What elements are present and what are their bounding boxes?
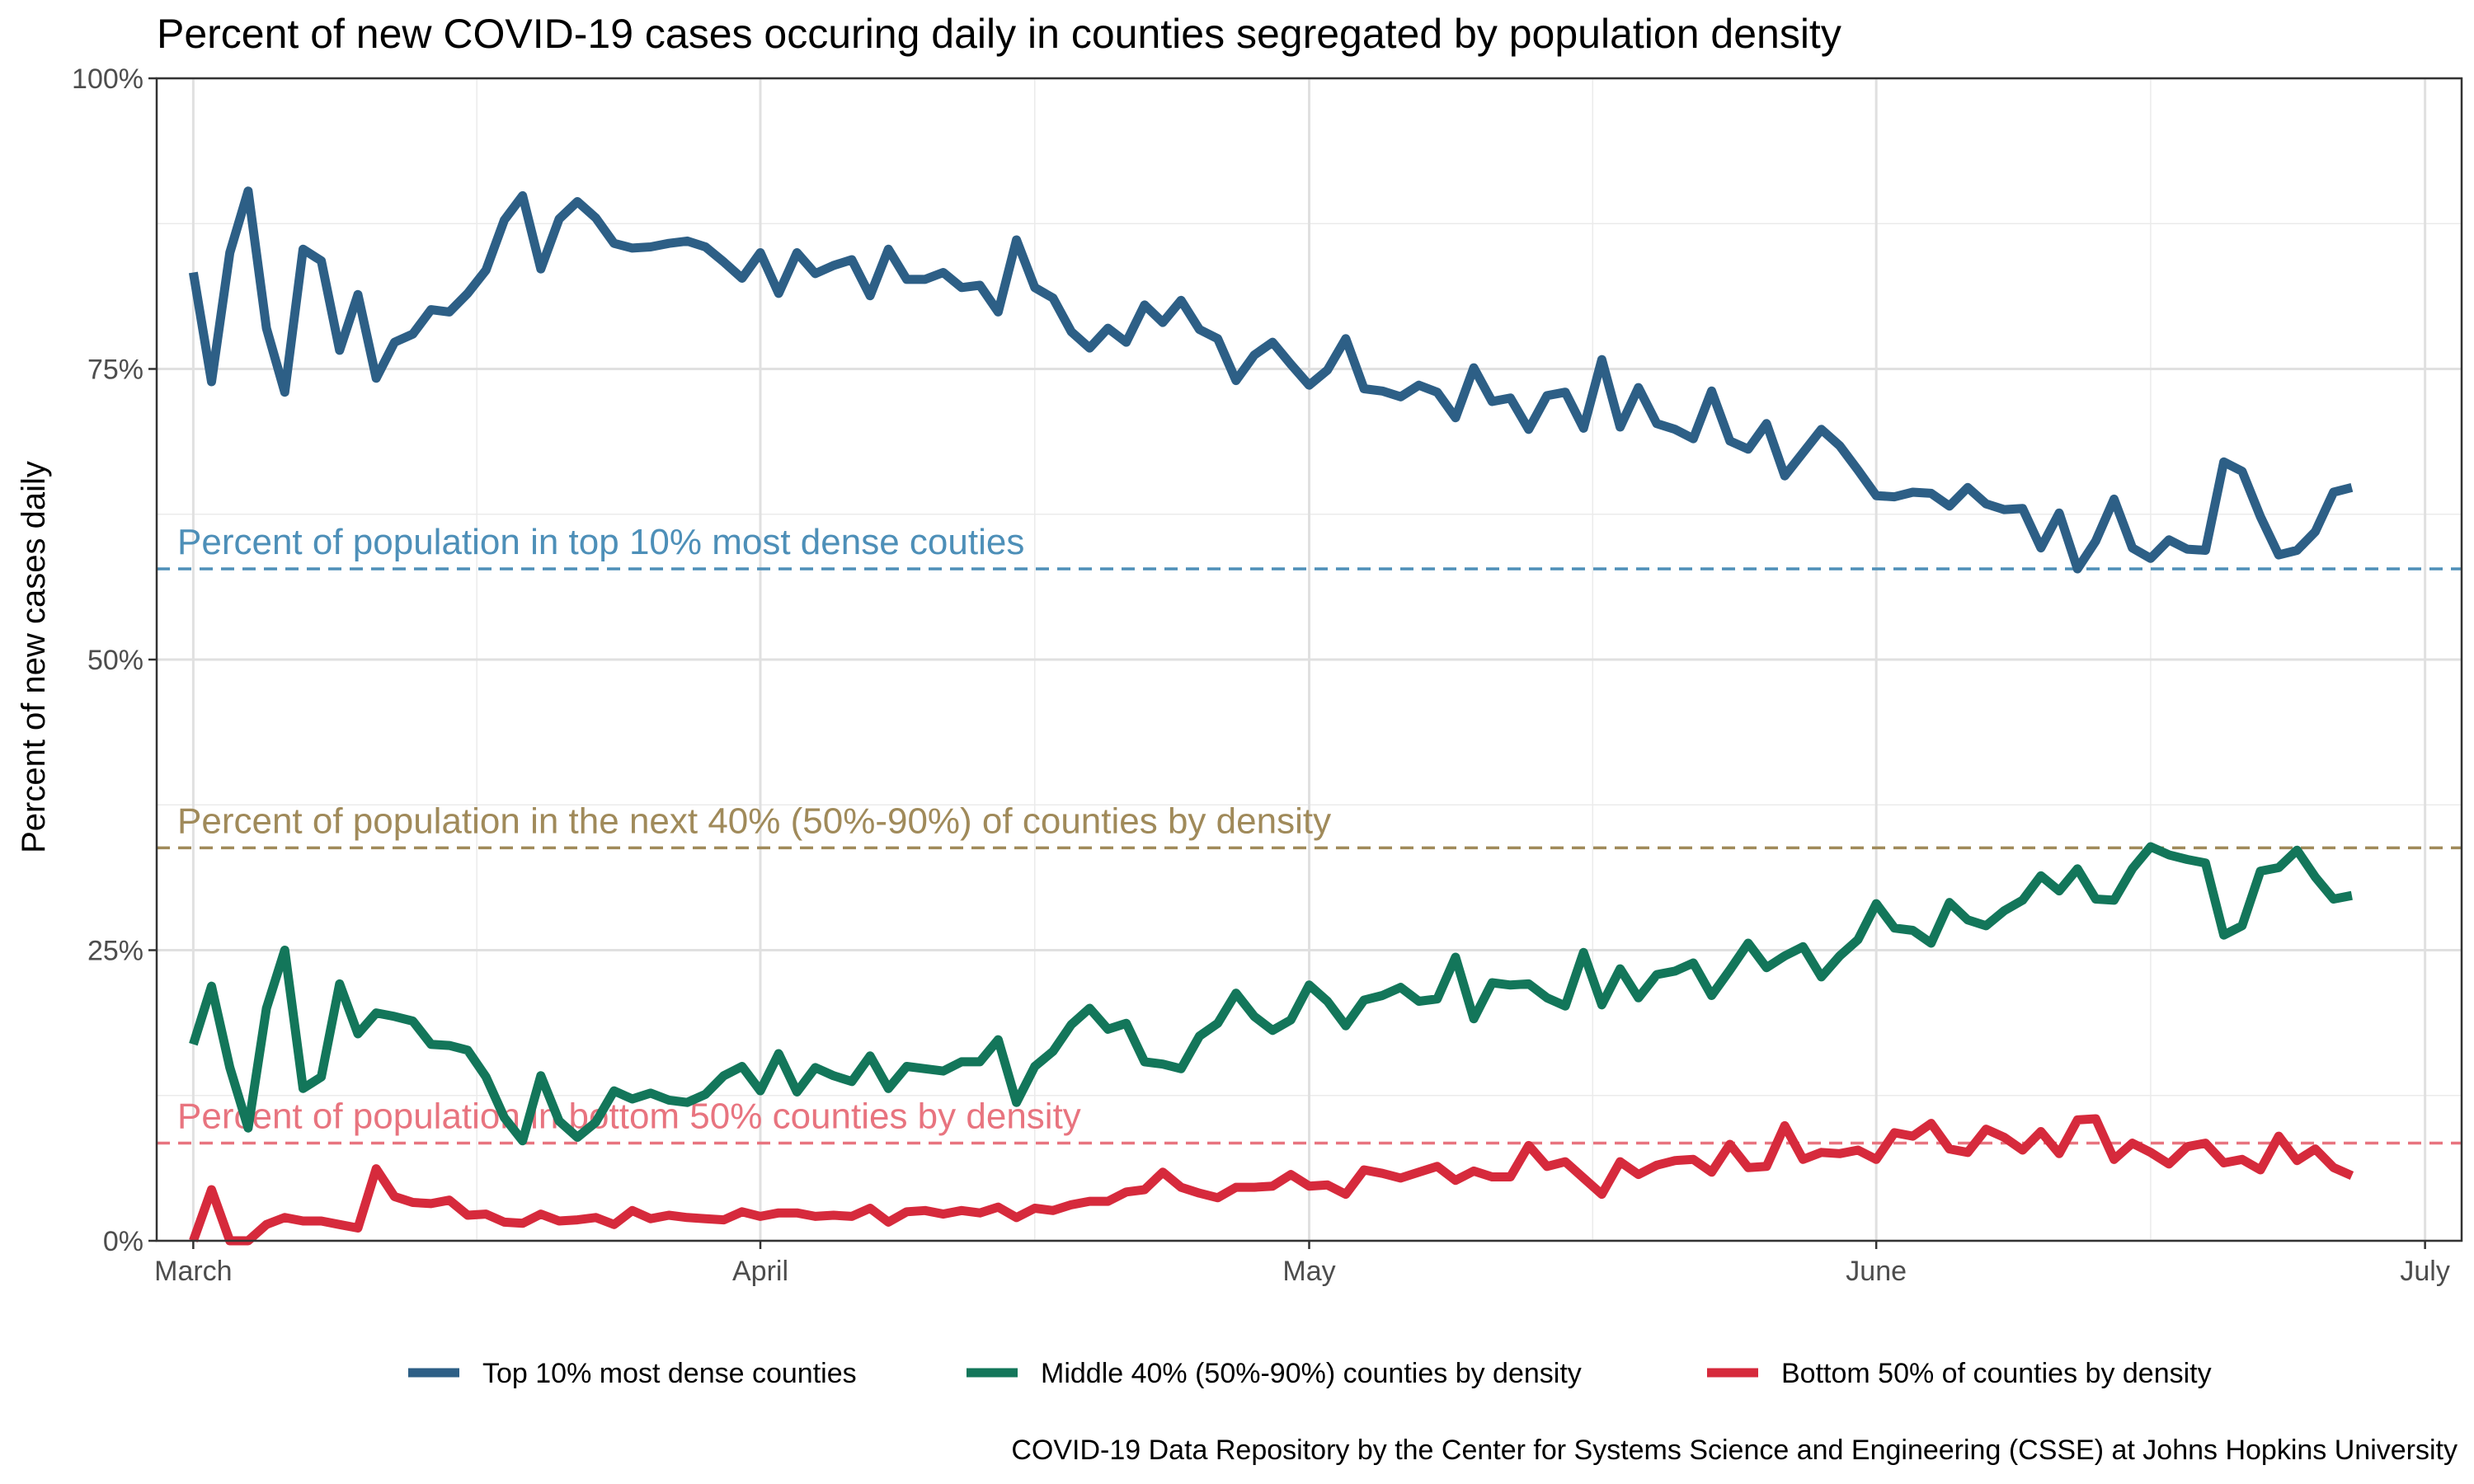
x-tick-label: April [732, 1256, 788, 1287]
series-line [189, 1114, 2354, 1246]
series-line [188, 186, 2354, 574]
x-tick-label: May [1282, 1256, 1335, 1287]
y-axis-title: Percent of new cases daily [16, 461, 52, 853]
y-tick-label: 50% [87, 645, 143, 676]
y-tick-label: 75% [87, 355, 143, 386]
chart-caption: COVID-19 Data Repository by the Center f… [1011, 1435, 2458, 1466]
x-tick-label: June [1846, 1256, 1907, 1287]
legend-label: Bottom 50% of counties by density [1781, 1358, 2212, 1389]
chart-title: Percent of new COVID-19 cases occuring d… [157, 11, 1841, 57]
series-line [189, 842, 2353, 1146]
y-tick-label: 25% [87, 936, 143, 967]
x-tick-label: March [154, 1256, 232, 1287]
y-axis: 0% 25% 50% 75% 100% [72, 63, 157, 1257]
reference-line-label: Percent of population in the next 40% (5… [177, 801, 1331, 841]
x-tick-label: July [2400, 1256, 2449, 1287]
legend-label: Middle 40% (50%-90%) counties by density [1041, 1358, 1582, 1389]
y-tick-label: 100% [72, 63, 143, 95]
legend-label: Top 10% most dense counties [482, 1358, 857, 1389]
series-lines [188, 186, 2354, 1246]
y-tick-label: 0% [103, 1226, 143, 1257]
legend: Top 10% most dense counties Middle 40% (5… [408, 1358, 2212, 1389]
reference-line-label: Percent of population in top 10% most de… [177, 522, 1024, 562]
reference-line-label: Percent of population in bottom 50% coun… [177, 1097, 1081, 1137]
x-axis: March April May June July [154, 1241, 2450, 1287]
